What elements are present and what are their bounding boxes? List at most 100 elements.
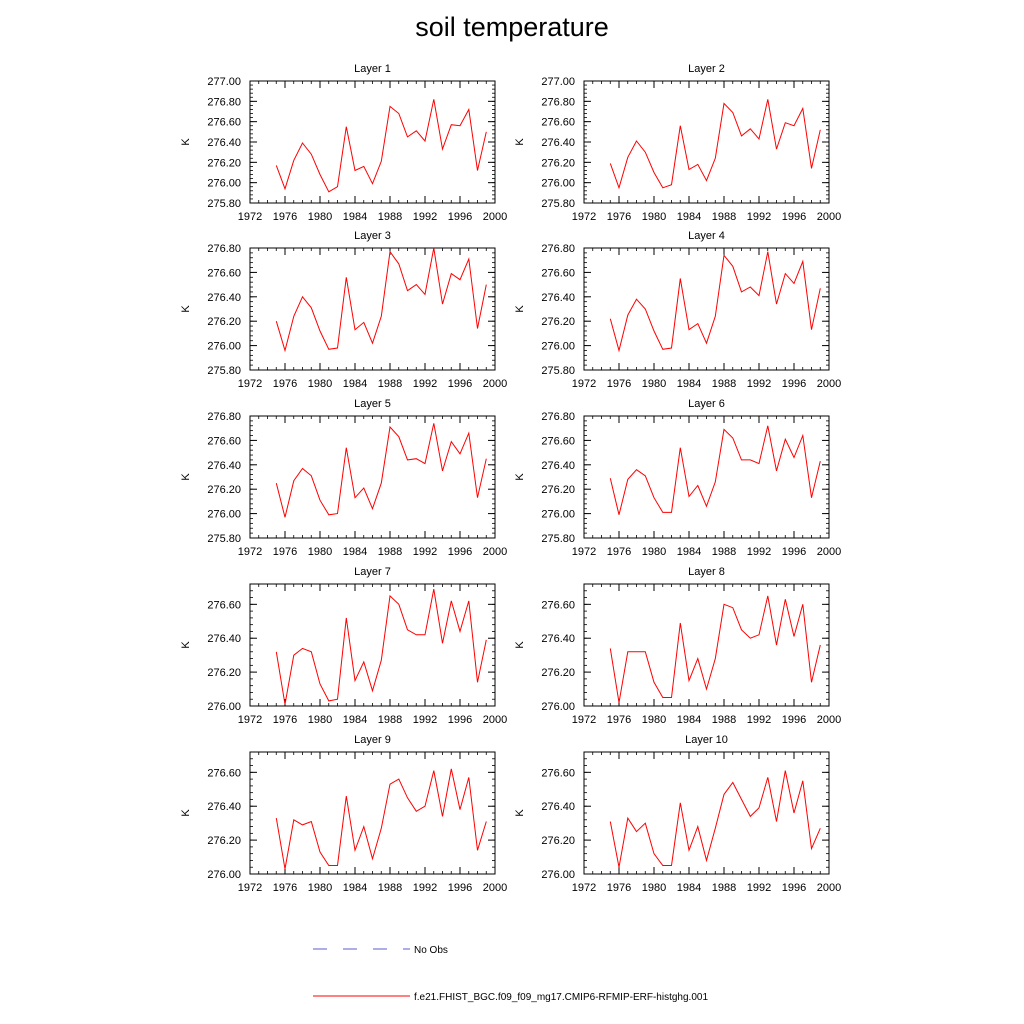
x-tick-label: 1988 [712,882,736,894]
layer-panel: Layer 1 1972 1976 1980 1984 1988 1992 1996 2000 2… [180,63,507,223]
layer-panel: Layer 9 1972 1976 1980 1984 1988 1992 1996 2000 2… [180,734,507,894]
y-tick-label: 276.20 [207,484,241,496]
plot-frame [249,583,496,707]
layer-panel: Layer 3 1972 1976 1980 1984 1988 1992 1996 2000 2… [180,230,507,390]
y-tick-label: 276.40 [207,633,241,645]
y-axis-label: K [514,305,526,313]
x-tick-label: 1992 [747,546,771,558]
y-tick-label: 276.00 [207,509,241,521]
y-axis-label: K [180,305,192,313]
x-tick-label: 1988 [378,714,402,726]
x-tick-label: 1996 [782,211,806,223]
series-line [275,423,487,518]
x-tick-label: 1992 [747,211,771,223]
panel-title: Layer 6 [688,398,725,410]
y-tick-label: 277.00 [541,76,575,88]
x-tick-label: 1984 [343,882,367,894]
y-tick-label: 276.40 [541,137,575,149]
y-tick-label: 276.00 [207,869,241,881]
series-line [609,595,821,703]
y-tick-label: 276.60 [541,117,575,129]
plot-frame [583,80,830,204]
x-tick-label: 1976 [273,211,297,223]
y-tick-label: 276.00 [541,509,575,521]
y-tick-label: 276.00 [207,341,241,353]
layer-panel: Layer 5 1972 1976 1980 1984 1988 1992 1996 2000 2… [180,398,507,558]
y-tick-label: 276.20 [207,835,241,847]
y-axis-label: K [514,138,526,146]
x-tick-label: 1988 [378,546,402,558]
y-tick-label: 275.80 [207,533,241,545]
y-axis-label: K [514,641,526,649]
plot-frame [583,415,830,539]
y-tick-label: 276.60 [207,435,241,447]
y-tick-label: 275.80 [541,533,575,545]
y-tick-label: 276.40 [541,633,575,645]
x-tick-label: 1988 [378,882,402,894]
x-tick-label: 1992 [413,211,437,223]
x-tick-label: 1992 [747,714,771,726]
x-tick-label: 1992 [413,714,437,726]
chart-title: soil temperature [415,12,609,42]
y-axis-label: K [514,809,526,817]
y-tick-label: 276.00 [207,178,241,190]
x-tick-label: 1988 [712,211,736,223]
panel-title: Layer 4 [688,230,725,242]
plot-frame [249,751,496,875]
y-tick-label: 276.60 [541,267,575,279]
x-tick-label: 1980 [308,546,332,558]
x-tick-label: 2000 [483,378,507,390]
y-tick-label: 276.60 [207,267,241,279]
y-axis-label: K [180,473,192,481]
y-tick-label: 276.40 [207,801,241,813]
panel-title: Layer 9 [354,734,391,746]
x-tick-label: 1988 [712,378,736,390]
y-tick-label: 276.80 [207,411,241,423]
x-tick-label: 1992 [413,882,437,894]
y-axis-label: K [180,138,192,146]
x-tick-label: 1972 [238,378,262,390]
x-tick-label: 1976 [607,378,631,390]
x-tick-label: 1980 [642,882,666,894]
y-tick-label: 276.40 [541,460,575,472]
layer-panel: Layer 2 1972 1976 1980 1984 1988 1992 1996 2000 2… [514,63,841,223]
panel-title: Layer 7 [354,566,391,578]
y-axis-label: K [180,641,192,649]
x-tick-label: 1976 [273,882,297,894]
x-tick-label: 1980 [642,211,666,223]
plot-frame [249,415,496,539]
x-tick-label: 1984 [677,714,701,726]
y-tick-label: 276.60 [207,599,241,611]
x-tick-label: 1988 [712,714,736,726]
y-tick-label: 276.80 [541,411,575,423]
x-tick-label: 1976 [607,882,631,894]
series-line [275,768,487,869]
x-tick-label: 1984 [343,211,367,223]
panel-title: Layer 2 [688,63,725,75]
y-tick-label: 276.60 [541,599,575,611]
x-tick-label: 1992 [747,882,771,894]
x-tick-label: 1992 [747,378,771,390]
series-line [275,247,487,353]
x-tick-label: 1996 [448,882,472,894]
y-tick-label: 276.00 [207,701,241,713]
x-tick-label: 1988 [378,378,402,390]
x-tick-label: 1984 [677,211,701,223]
x-tick-label: 1996 [782,714,806,726]
y-tick-label: 276.40 [207,292,241,304]
x-tick-label: 1980 [642,378,666,390]
x-tick-label: 1996 [782,546,806,558]
y-tick-label: 276.60 [541,767,575,779]
x-tick-label: 1980 [642,546,666,558]
y-tick-label: 276.40 [207,137,241,149]
x-tick-label: 1996 [448,211,472,223]
y-axis-label: K [180,809,192,817]
x-tick-label: 1980 [308,714,332,726]
y-tick-label: 276.20 [207,667,241,679]
y-tick-label: 275.80 [207,365,241,377]
y-tick-label: 276.80 [541,96,575,108]
x-tick-label: 1984 [677,546,701,558]
plot-frame [583,247,830,371]
x-tick-label: 1984 [343,546,367,558]
layer-panel: Layer 8 1972 1976 1980 1984 1988 1992 1996 2000 2… [514,566,841,726]
